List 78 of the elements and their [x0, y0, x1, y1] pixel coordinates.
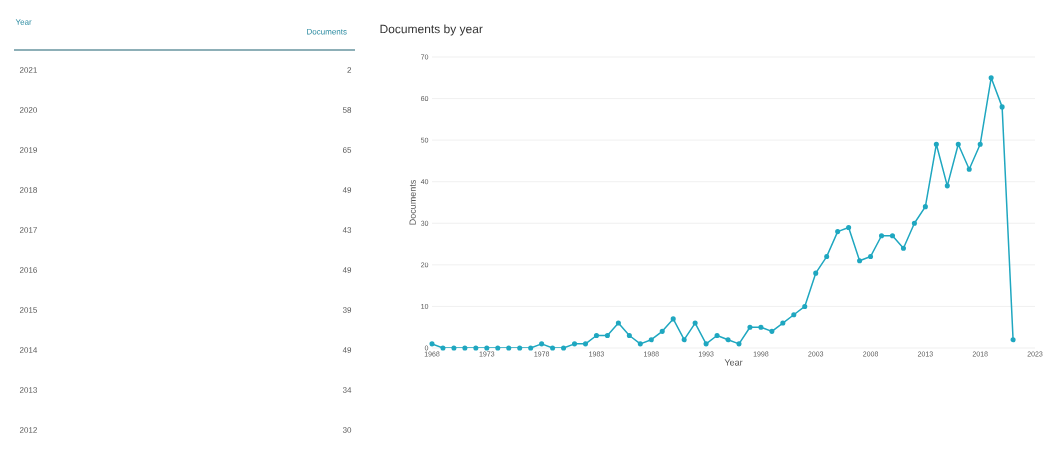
point	[1010, 337, 1016, 343]
point	[593, 332, 600, 339]
y-tick-label: 2021	[19, 67, 37, 73]
y-tick-label: 2020	[19, 107, 38, 113]
point	[670, 316, 676, 322]
point	[473, 345, 479, 351]
point	[900, 245, 906, 251]
point	[484, 345, 490, 351]
point	[495, 345, 501, 351]
point	[725, 337, 731, 343]
y-tick-label: 2015	[19, 307, 37, 313]
point	[604, 332, 610, 339]
point	[506, 345, 512, 351]
point	[857, 258, 863, 264]
data-label: 39	[342, 307, 352, 313]
point	[824, 253, 830, 260]
point	[582, 341, 589, 347]
chart-title: Documents by year	[380, 24, 483, 36]
point	[528, 345, 534, 351]
data-label: 58	[342, 107, 352, 113]
y-tick-label: 2014	[19, 347, 38, 353]
point	[878, 233, 885, 239]
point	[791, 312, 797, 318]
y-axis-title: Year	[15, 19, 32, 25]
data-label: 49	[342, 347, 352, 353]
point	[944, 183, 950, 189]
data-label: 49	[342, 267, 352, 273]
point	[714, 332, 720, 339]
y-tick-label: 2016	[19, 267, 37, 273]
point	[922, 204, 928, 210]
y-tick-label: 2013	[19, 387, 37, 393]
point	[747, 324, 753, 330]
point	[615, 320, 621, 326]
point	[868, 253, 874, 260]
x-axis-title: Year	[724, 359, 743, 366]
point	[999, 104, 1005, 110]
point	[780, 320, 786, 326]
point	[462, 345, 468, 351]
point	[429, 341, 435, 347]
point	[659, 328, 665, 334]
point	[846, 224, 852, 230]
y-tick-label: 2017	[19, 227, 37, 233]
point	[703, 341, 709, 347]
point	[802, 303, 808, 309]
data-label: 2	[347, 67, 352, 73]
point	[626, 332, 632, 339]
point	[977, 141, 983, 147]
point	[933, 141, 939, 147]
point	[813, 270, 819, 276]
data-label: 49	[342, 187, 352, 193]
point	[517, 345, 523, 351]
point	[451, 345, 457, 351]
point	[539, 341, 545, 347]
point	[571, 341, 578, 347]
data-label: 34	[342, 387, 352, 393]
point	[736, 341, 742, 347]
y-axis-title: Documents	[409, 180, 416, 225]
point	[648, 337, 654, 343]
point	[955, 141, 961, 147]
point	[561, 345, 567, 351]
point	[681, 337, 687, 343]
y-tick-label: 2019	[19, 147, 37, 153]
point	[440, 345, 446, 351]
point	[769, 328, 775, 334]
point	[692, 320, 698, 326]
point	[835, 229, 841, 235]
data-label: 65	[342, 147, 352, 153]
data-label: 30	[342, 427, 352, 433]
point	[911, 220, 917, 226]
point	[889, 233, 896, 239]
point	[550, 345, 556, 351]
point	[966, 166, 972, 172]
point	[988, 75, 994, 81]
point	[637, 341, 643, 347]
y-tick-label: 2012	[19, 427, 37, 433]
y-tick-label: 2018	[19, 187, 37, 193]
data-label: 43	[342, 227, 352, 233]
point	[758, 324, 764, 330]
